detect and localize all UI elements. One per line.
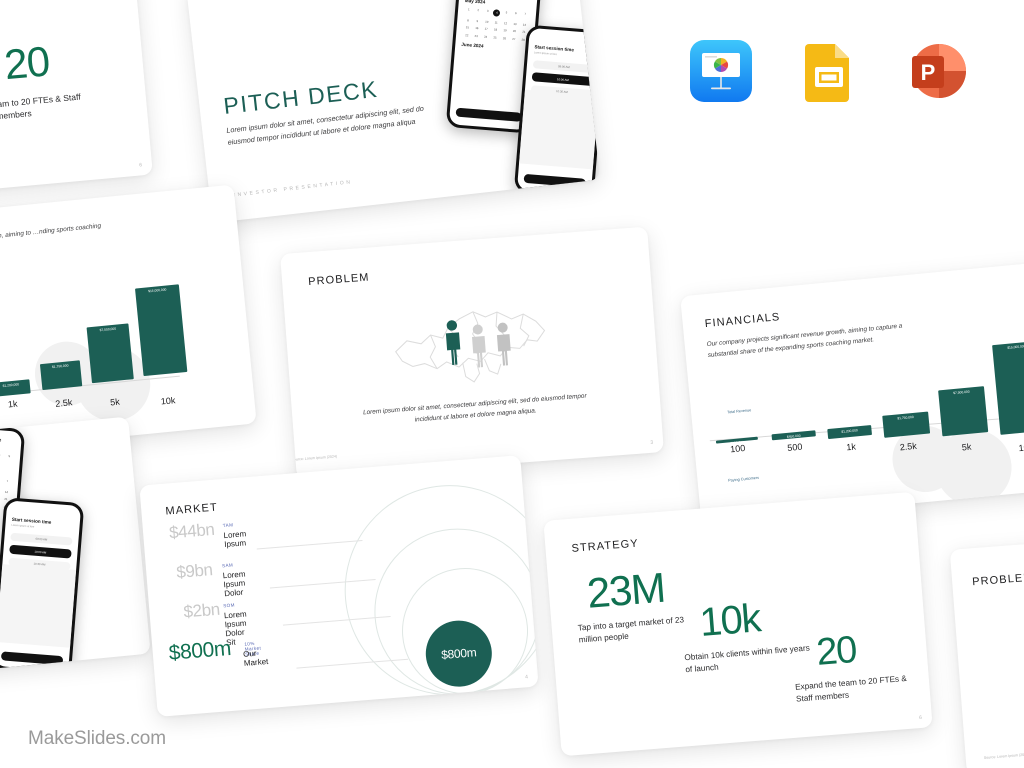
bar-value-label: $15,000,000 (147, 287, 167, 294)
phone-timeslot-2-selected[interactable]: 10:00 AM (9, 544, 72, 559)
phone-content-area (519, 89, 599, 170)
strategy-stat-number-3: 20 (814, 628, 858, 674)
bar-value-label: $1,750,000 (897, 414, 914, 421)
phone-timeslot-2-selected[interactable]: 10:00 AM (531, 72, 595, 87)
powerpoint-glyph: P (921, 60, 936, 85)
slide-financials-left[interactable]: …ue growth, aiming to …nding sports coac… (0, 184, 257, 464)
phone-screen-title: Select start session date (0, 433, 16, 443)
bar-10k: $15,000,000 (992, 340, 1024, 435)
market-value: $9bn (175, 560, 214, 582)
bar-value-label: $1,750,000 (51, 363, 69, 370)
phone-mockup-timeslots-left: Start session time Lorem ipsum ut lore 0… (0, 497, 85, 675)
google-slides-icon[interactable] (798, 40, 860, 102)
phone-month-label-2: June 2024 (461, 41, 484, 49)
phone-content-area (0, 564, 77, 648)
strategy-stat-number-2: 10k (698, 596, 762, 645)
slide-problem-right[interactable]: PROBLEM Source: Lorem Ipsum (2024) (949, 530, 1024, 768)
slide-page-number: 4 (524, 674, 529, 681)
bar-500: $450,000 (771, 430, 816, 441)
bar-10k: $15,000,000 (134, 284, 188, 377)
slide-strategy-topleft[interactable]: k …s within …nch 20 Expand the team to 2… (0, 0, 153, 197)
app-compatibility-icons: P (690, 40, 968, 102)
phone-confirm-button[interactable] (523, 173, 587, 188)
slide-page-number: 6 (139, 162, 143, 169)
tick-500: 500 (786, 441, 803, 453)
y-axis-label: Total Revenue (726, 408, 752, 415)
market-value: $44bn (168, 519, 216, 543)
market-label: Lorem Ipsum Dolor (222, 569, 246, 599)
bar-value-label: $1,200,000 (2, 382, 20, 388)
market-title: MARKET (164, 501, 219, 518)
x-axis-label: Paying Customers (727, 475, 760, 483)
makeslides-logo[interactable]: MakeSlides.com (28, 728, 166, 749)
strategy-title: STRATEGY (571, 537, 640, 555)
tick-5k: 5k (961, 441, 972, 453)
tick-10k: 10k (160, 395, 176, 407)
phone-next-button[interactable] (455, 107, 523, 122)
bar-5k: $7,500,000 (938, 386, 989, 437)
phone-timeslot-1[interactable]: 09:00 AM (10, 532, 73, 546)
tick-1k: 1k (7, 398, 18, 410)
tick-10k: 10k (1018, 441, 1024, 454)
pitch-deck-footer: INVESTOR PRESENTATION (233, 179, 353, 199)
slide-phone-mockup-left[interactable]: Select start session date Lorem ipsum co… (0, 416, 151, 682)
phone-confirm-button[interactable] (0, 651, 64, 666)
strategy-stat-caption-1: Tap into a target market of 23 million p… (577, 615, 685, 645)
slide-market[interactable]: MARKET $800m $44bn TAM Lorem Ipsum $9bn … (139, 455, 539, 717)
financials-bar-chart: Total Revenue Paying Customers $100,000 … (680, 261, 1024, 524)
map-outline-svg (395, 311, 546, 383)
market-value: $2bn (182, 599, 221, 622)
tick-1k: 1k (845, 441, 857, 453)
phone-month-label: May 2024 (0, 465, 13, 475)
market-tag: TAM (222, 522, 234, 529)
problem-source-note: Source: Lorem Ipsum (2024) (291, 454, 338, 462)
bar-value-label: $450,000 (786, 433, 801, 439)
leader-line-tam (256, 539, 363, 550)
tick-100: 100 (729, 442, 746, 455)
tick-5k: 5k (109, 396, 121, 408)
phone-calendar-grid: SMTWTFS 282930 (0, 453, 11, 459)
market-tag: SOM (223, 602, 236, 609)
bar-1k: $1,200,000 (0, 379, 31, 397)
tick-2p5k: 2.5k (899, 440, 918, 453)
financials-left-bar-chart: $1,200,000 $1,750,000 $7,500,000 $15,000… (0, 184, 257, 463)
bar-5k: $7,500,000 (86, 323, 134, 384)
problem-right-source-note: Source: Lorem Ipsum (2024) (983, 752, 1024, 760)
bar-2p5k: $1,750,000 (882, 411, 931, 438)
phone-screen2-subtitle: Lorem ipsum ut lore (533, 51, 557, 57)
bar-value-label: $7,500,000 (952, 389, 970, 396)
slide-financials[interactable]: FINANCIALS Our company projects signific… (680, 260, 1024, 524)
apple-keynote-icon[interactable] (690, 40, 752, 102)
market-value: $800m (167, 636, 232, 665)
phone-mockup-timeslots: Start session time Lorem ipsum ut lore 0… (513, 24, 601, 199)
strategy-stat-caption-2: Obtain 10k clients within five years of … (684, 643, 811, 675)
market-tag: SAM (221, 562, 234, 569)
slide-problem[interactable]: PROBLEM Lorem ipsum dolor sit amet, cons… (280, 226, 664, 480)
bar-value-label: $15,000,000 (1007, 344, 1024, 350)
strategy-tl-caption: Expand the team to 20 FTEs & Staff membe… (0, 91, 81, 122)
slide-pitch-deck[interactable]: PITCH DECK Lorem ipsum dolor sit amet, c… (185, 0, 601, 223)
slide-strategy[interactable]: STRATEGY 23M Tap into a target market of… (543, 491, 933, 757)
person-icon-muted (468, 323, 491, 373)
strategy-tl-number: 20 (2, 37, 52, 89)
market-label: Our Market (242, 648, 269, 668)
bar-1k: $1,200,000 (827, 424, 873, 440)
problem-title: PROBLEM (307, 271, 370, 289)
slide-page-number: 6 (918, 714, 923, 722)
bar-value-label: $1,200,000 (841, 428, 858, 434)
slide-page-number: 3 (650, 439, 654, 446)
strategy-stat-caption-3: Expand the team to 20 FTEs & Staff membe… (794, 673, 908, 704)
tick-2p5k: 2.5k (54, 397, 73, 409)
world-map-illustration (383, 281, 571, 404)
problem-right-title: PROBLEM (971, 571, 1024, 589)
strategy-stat-number-1: 23M (585, 563, 667, 617)
person-icon-highlighted (441, 319, 465, 371)
person-icon-muted (493, 321, 516, 371)
market-label: Lorem Ipsum (223, 529, 247, 550)
phone-timeslot-1[interactable]: 09:00 AM (532, 60, 596, 74)
microsoft-powerpoint-icon[interactable]: P (906, 40, 968, 102)
bar-2p5k: $1,750,000 (39, 360, 83, 391)
bar-value-label: $7,500,000 (99, 326, 117, 333)
